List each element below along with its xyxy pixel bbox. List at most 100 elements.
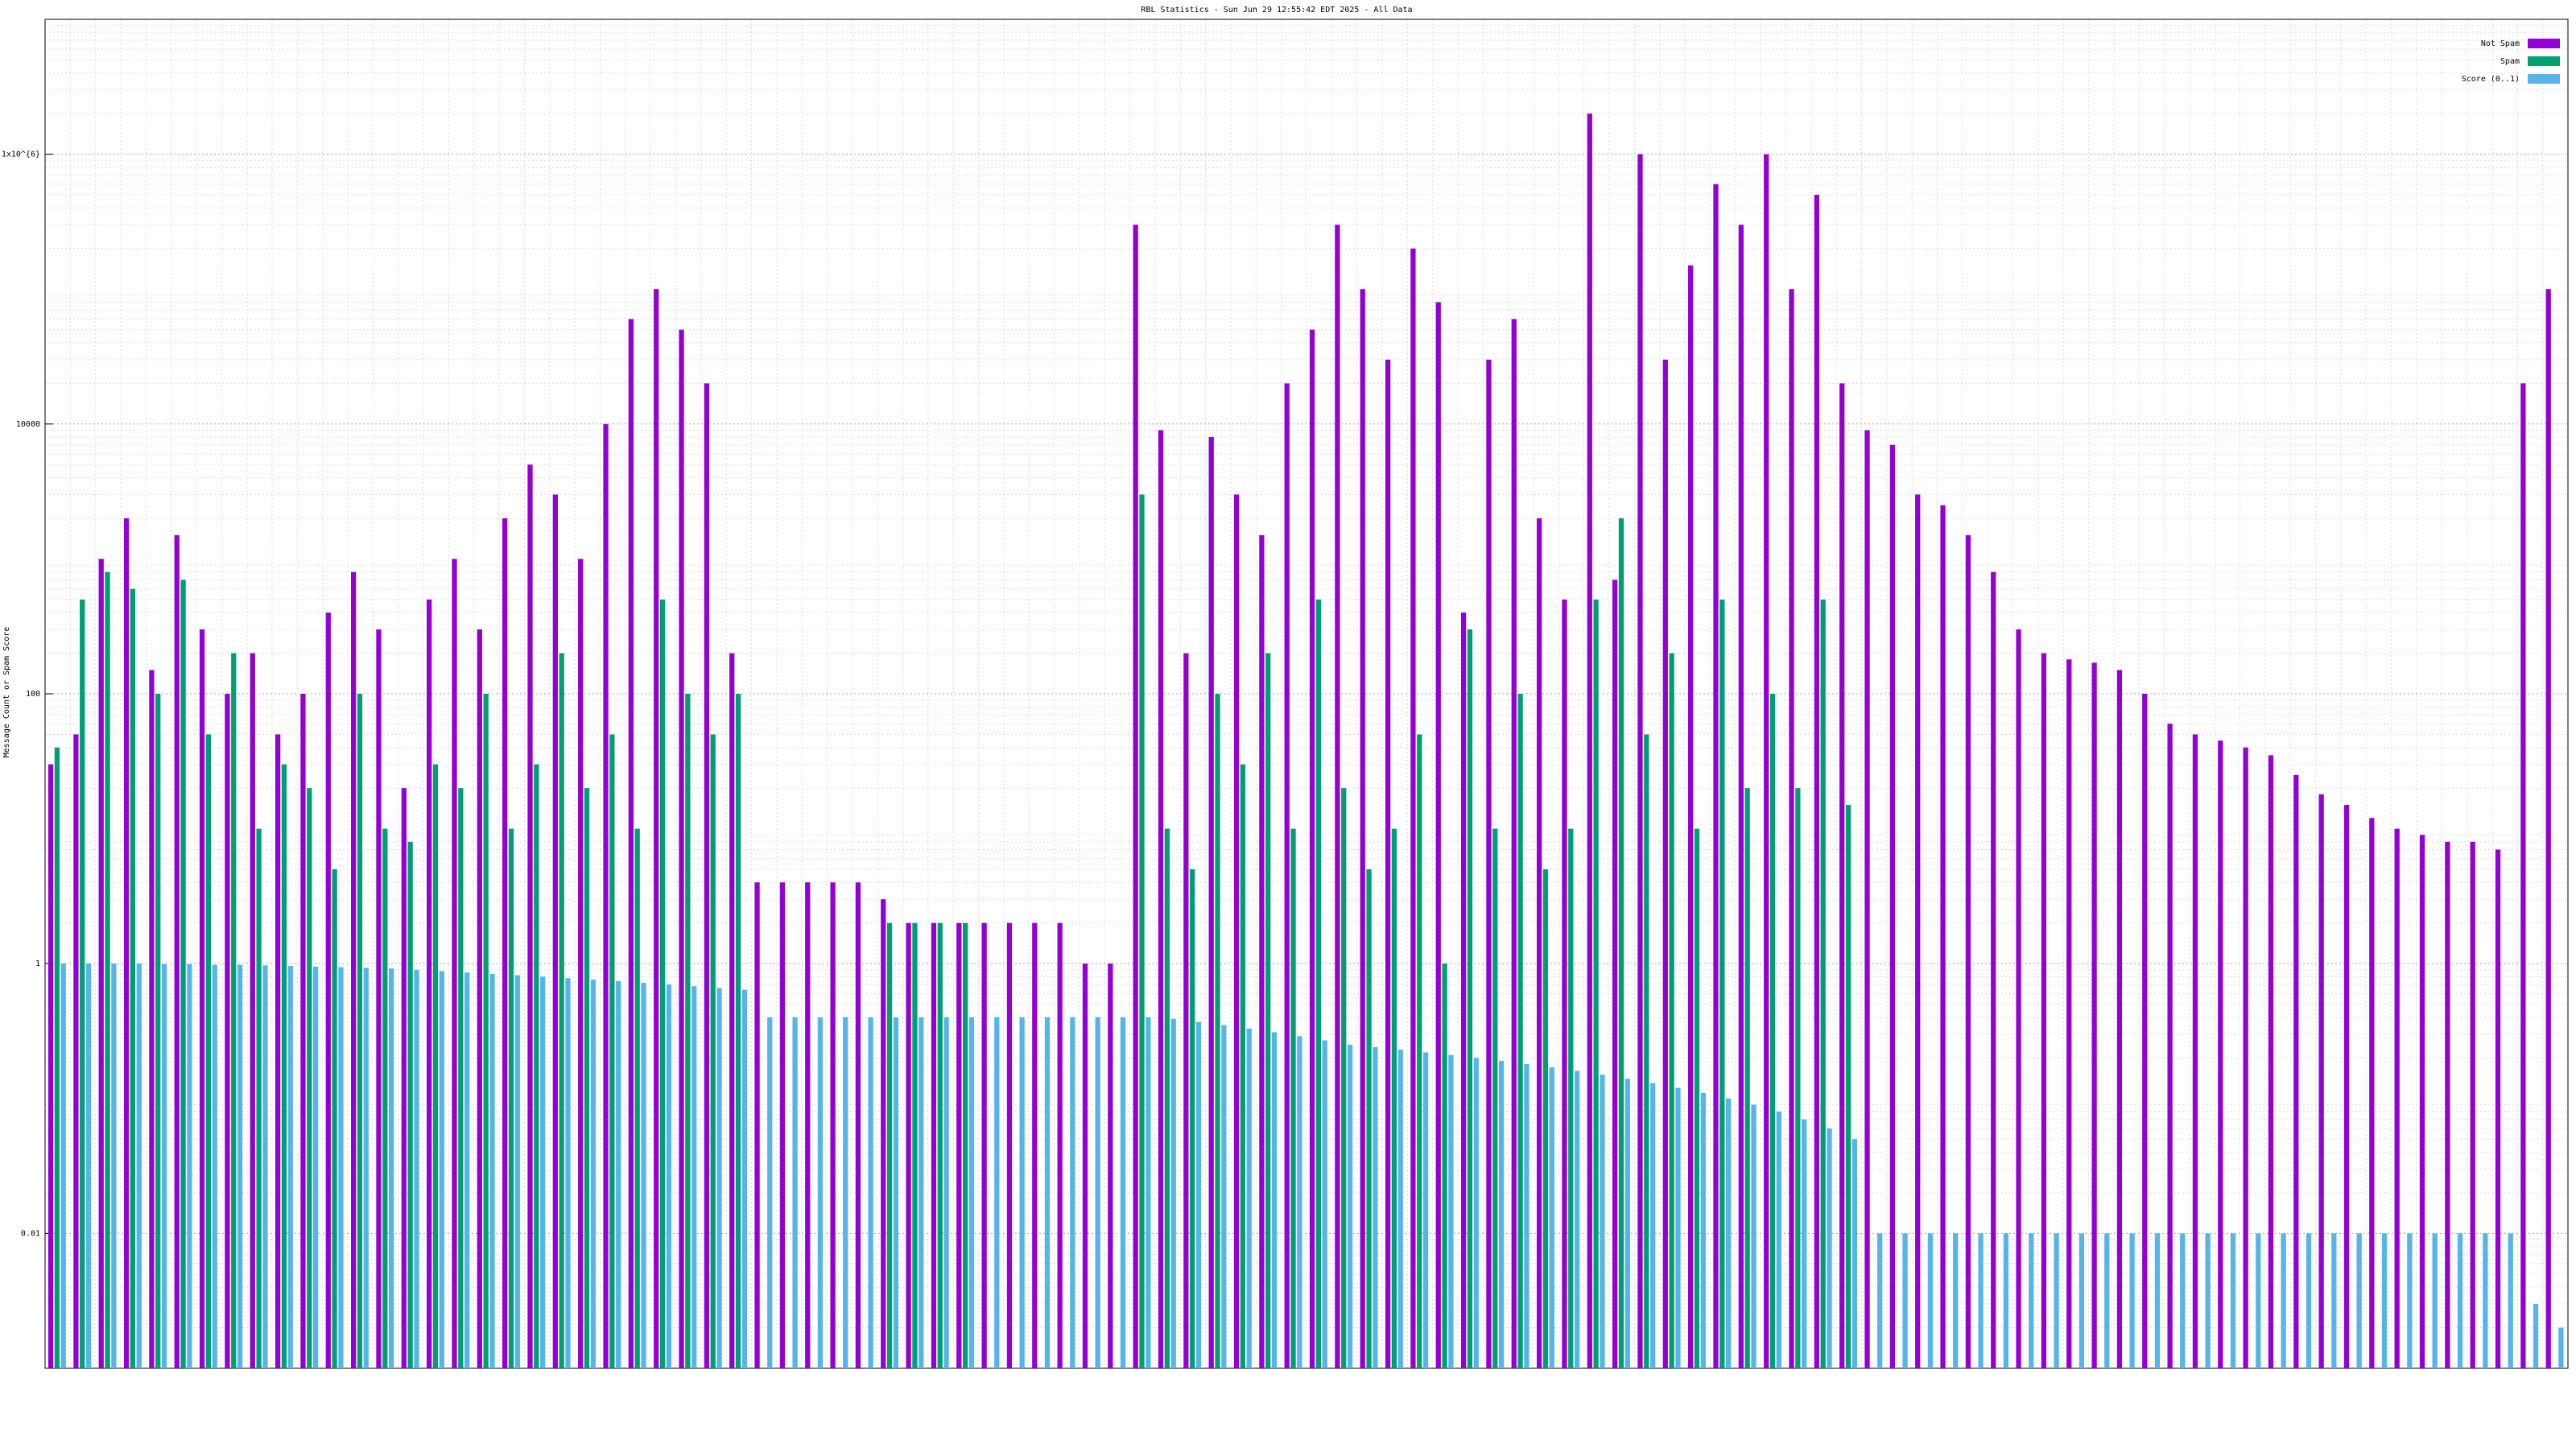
bar: [1195, 1021, 1202, 1368]
bar: [130, 588, 136, 1368]
bar: [407, 841, 413, 1368]
bar: [427, 599, 432, 1368]
y-tick-label: 10000: [16, 420, 40, 429]
bar: [1240, 764, 1246, 1368]
bar: [641, 983, 646, 1368]
bar: [414, 969, 419, 1368]
bar: [514, 975, 520, 1368]
bar: [98, 559, 104, 1368]
bar: [80, 599, 85, 1368]
bar: [685, 694, 691, 1368]
bar: [1183, 653, 1189, 1368]
bar: [401, 788, 407, 1368]
bar: [1044, 1017, 1051, 1368]
bar: [1902, 1233, 1908, 1368]
legend-label: Not Spam: [2481, 39, 2520, 48]
bar: [2545, 289, 2551, 1369]
bar: [1827, 1128, 1832, 1368]
bar: [1473, 1058, 1479, 1368]
bar: [1542, 869, 1549, 1368]
bar: [2079, 1233, 2085, 1368]
y-tick-label: 1: [35, 959, 40, 968]
bar: [338, 967, 344, 1368]
bar: [1713, 184, 1719, 1368]
bar: [1164, 828, 1170, 1368]
bar: [1940, 505, 1946, 1368]
bar: [1120, 1017, 1126, 1368]
bar: [350, 571, 357, 1368]
bar: [136, 963, 142, 1368]
bar: [1744, 788, 1750, 1368]
bar: [376, 629, 382, 1368]
bar: [2230, 1233, 2236, 1368]
bar: [1190, 869, 1195, 1368]
bar: [1309, 329, 1315, 1369]
bar: [1397, 1050, 1403, 1368]
bar: [1208, 437, 1214, 1368]
bar: [1562, 599, 1567, 1368]
bar: [205, 734, 212, 1368]
bar: [603, 423, 609, 1368]
bar: [1410, 248, 1416, 1369]
bar: [1158, 430, 1164, 1368]
bar: [893, 1017, 899, 1368]
bar: [1650, 1083, 1656, 1368]
bar: [994, 1017, 1000, 1368]
bar: [1290, 828, 1296, 1368]
bar: [943, 1017, 949, 1368]
bar: [1517, 694, 1523, 1368]
bar: [2508, 1233, 2513, 1368]
legend-swatch: [2528, 56, 2560, 66]
bar: [534, 764, 539, 1368]
bar: [1366, 869, 1372, 1368]
bar: [1271, 1032, 1278, 1368]
bar: [616, 981, 621, 1368]
bar: [1133, 225, 1138, 1368]
bar: [1524, 1064, 1530, 1368]
bar: [931, 922, 937, 1368]
bar: [1498, 1061, 1505, 1368]
bar: [54, 747, 60, 1368]
bar: [1839, 383, 1845, 1368]
bar: [508, 828, 514, 1368]
bar: [1259, 534, 1265, 1368]
bar: [1726, 1098, 1732, 1368]
bar: [237, 964, 243, 1368]
bar: [1776, 1112, 1781, 1368]
bar: [155, 694, 161, 1368]
bar: [1675, 1087, 1681, 1368]
bar: [2381, 1233, 2388, 1368]
bar: [1385, 359, 1391, 1368]
bar: [2533, 1304, 2539, 1368]
bar: [1019, 1017, 1025, 1368]
bar: [2331, 1233, 2337, 1368]
bar: [1700, 1092, 1706, 1368]
bar: [767, 1017, 773, 1368]
bar: [1852, 1139, 1857, 1368]
bar: [754, 882, 760, 1368]
bar: [1802, 1119, 1807, 1368]
bar: [1637, 154, 1643, 1369]
bar: [729, 653, 735, 1368]
bar: [590, 980, 596, 1368]
bar: [552, 494, 558, 1368]
bar: [2394, 828, 2400, 1368]
bar: [1335, 225, 1340, 1368]
bar: [956, 922, 962, 1368]
bar: [123, 518, 130, 1368]
bar: [2041, 653, 2047, 1368]
bar: [382, 828, 388, 1368]
bar: [1889, 444, 1896, 1368]
bar: [2192, 734, 2198, 1368]
bar: [2520, 383, 2526, 1368]
y-tick-label: 100: [26, 690, 40, 699]
bar: [1315, 599, 1322, 1368]
bar: [691, 986, 697, 1368]
bar: [1233, 494, 1240, 1368]
bar: [439, 971, 444, 1368]
bar: [180, 580, 186, 1368]
bar: [1593, 599, 1599, 1368]
bar: [174, 534, 180, 1368]
bar: [634, 828, 640, 1368]
